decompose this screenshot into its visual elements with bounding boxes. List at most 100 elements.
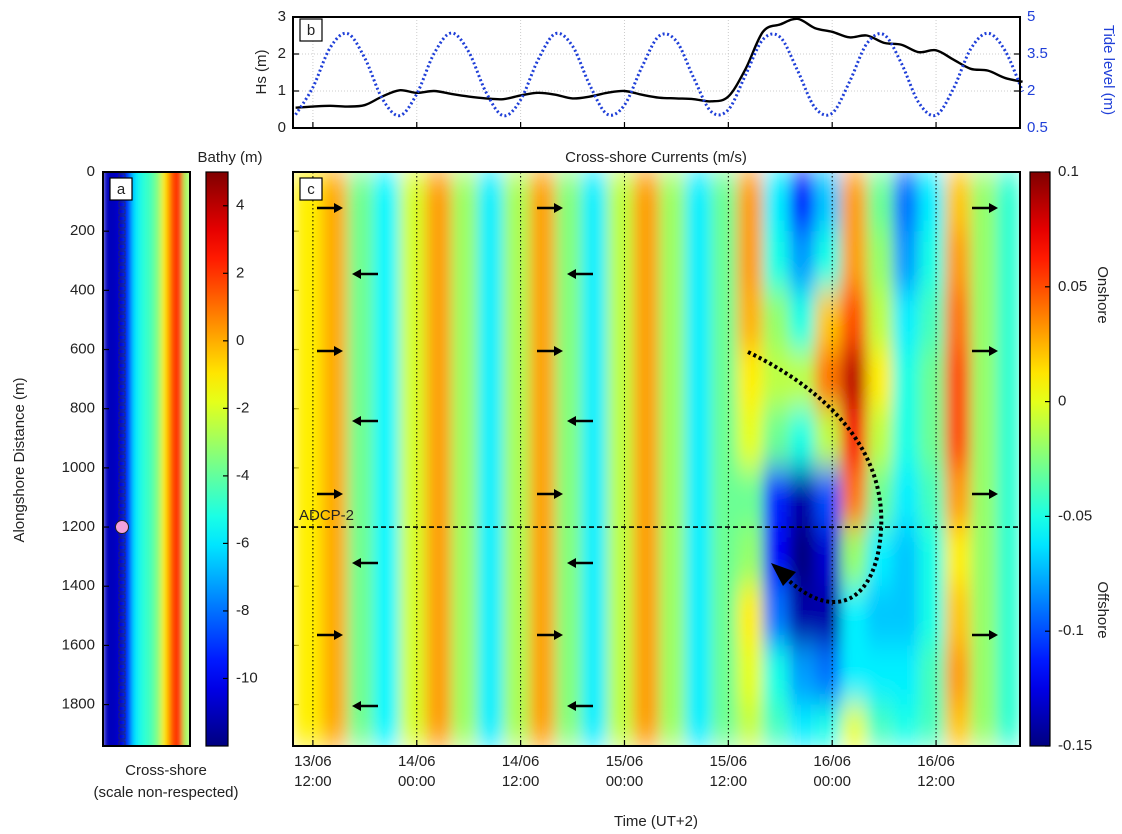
- heat-cell: [762, 172, 790, 232]
- tide-line: [294, 31, 1024, 118]
- instrument: [118, 397, 126, 404]
- heat-cell: [659, 408, 686, 469]
- heat-cell: [581, 467, 608, 528]
- heat-cell: [555, 408, 582, 469]
- instrument: [118, 285, 126, 292]
- plot-frame: [292, 16, 1021, 129]
- heat-cell: [996, 467, 1020, 528]
- heat-cell: [918, 290, 946, 351]
- instrument: [118, 565, 126, 572]
- heat-cell: [711, 172, 738, 232]
- heat-cell: [970, 467, 998, 528]
- heat-cell: [477, 704, 504, 746]
- panel-label-box: [109, 177, 133, 201]
- colorbar-tick-label: -4: [236, 467, 249, 484]
- heat-cell: [866, 172, 894, 232]
- flow-arrow-head: [989, 203, 998, 213]
- instrument: [118, 208, 126, 215]
- heat-cell: [477, 172, 504, 232]
- heat-cell: [425, 527, 452, 587]
- heat-cell: [788, 290, 816, 351]
- heat-cell: [581, 586, 608, 646]
- flow-arrow-head: [567, 416, 576, 426]
- heat-cell: [711, 586, 738, 646]
- heat-cell: [685, 467, 712, 528]
- heat-cell: [711, 408, 738, 469]
- instrument: [118, 460, 126, 467]
- colorbar-tick-label: -2: [236, 399, 249, 416]
- instrument: [118, 579, 126, 586]
- heat-cell: [399, 527, 426, 587]
- heat-cell: [633, 172, 660, 232]
- panel-label-box: [299, 177, 323, 201]
- colorbar-tick-label: 0.1: [1058, 163, 1079, 180]
- heat-cell: [581, 408, 608, 469]
- heat-cell: [451, 231, 478, 291]
- heat-cell: [711, 349, 738, 410]
- instrument: [118, 313, 126, 320]
- heat-cell: [399, 172, 426, 232]
- heat-cell: [659, 704, 686, 746]
- colorbar: [1029, 171, 1051, 747]
- heat-cell: [451, 704, 478, 746]
- heat-cell: [399, 290, 426, 351]
- heat-cell: [633, 645, 660, 706]
- heat-cell: [347, 172, 374, 232]
- heat-cell: [321, 527, 349, 587]
- heat-cell: [996, 408, 1020, 469]
- heat-cell: [814, 645, 842, 706]
- y-axis-label: Hs (m): [253, 50, 270, 95]
- clip-group: [103, 172, 190, 746]
- heat-cell: [503, 290, 530, 351]
- heat-cell: [529, 586, 556, 646]
- heat-cell: [555, 290, 582, 351]
- heat-cell: [633, 467, 660, 528]
- flow-arrow-head: [334, 489, 343, 499]
- y-tick-label: 1800: [62, 696, 95, 713]
- heat-cell: [970, 408, 998, 469]
- heat-cell: [866, 408, 894, 469]
- heat-cell: [555, 704, 582, 746]
- x-tick-label: 15/06 12:00: [709, 753, 748, 790]
- flow-arrow-head: [554, 489, 563, 499]
- heat-cell: [373, 349, 400, 410]
- heat-cell: [633, 408, 660, 469]
- heat-cell: [477, 231, 504, 291]
- flow-arrow-head: [334, 346, 343, 356]
- heat-cell: [659, 290, 686, 351]
- instrument: [118, 719, 126, 726]
- heat-cell: [996, 527, 1020, 587]
- heat-cell: [373, 408, 400, 469]
- strip: [103, 172, 190, 746]
- adcp-marker: [115, 520, 129, 535]
- heat-cell: [736, 290, 764, 351]
- instrument: [118, 495, 126, 502]
- flow-arrow-head: [567, 269, 576, 279]
- heat-cell: [866, 645, 894, 706]
- plot-frame: [102, 171, 191, 747]
- y-tick-label: 600: [70, 340, 95, 357]
- heat-cell: [970, 645, 998, 706]
- heat-cell: [373, 467, 400, 528]
- x-tick-label: 15/06 00:00: [605, 753, 644, 790]
- heat-cell: [555, 467, 582, 528]
- heat-cell: [399, 408, 426, 469]
- heat-cell: [503, 349, 530, 410]
- heat-cell: [503, 408, 530, 469]
- instrument: [118, 551, 126, 558]
- heat-cell: [944, 527, 972, 587]
- bathy-cell: [161, 172, 169, 746]
- heat-cell: [581, 704, 608, 746]
- heat-cell: [840, 231, 868, 291]
- instrument: [118, 621, 126, 628]
- x-tick-label: 14/06 00:00: [397, 753, 436, 790]
- heat-cell: [711, 704, 738, 746]
- heat-cell: [866, 349, 894, 410]
- bathy-cell: [168, 172, 176, 746]
- heat-cell: [347, 586, 374, 646]
- heat-cell: [762, 349, 790, 410]
- heat-cell: [788, 645, 816, 706]
- heat-cell: [840, 172, 868, 232]
- instrument: [118, 481, 126, 488]
- heat-cell: [892, 645, 920, 706]
